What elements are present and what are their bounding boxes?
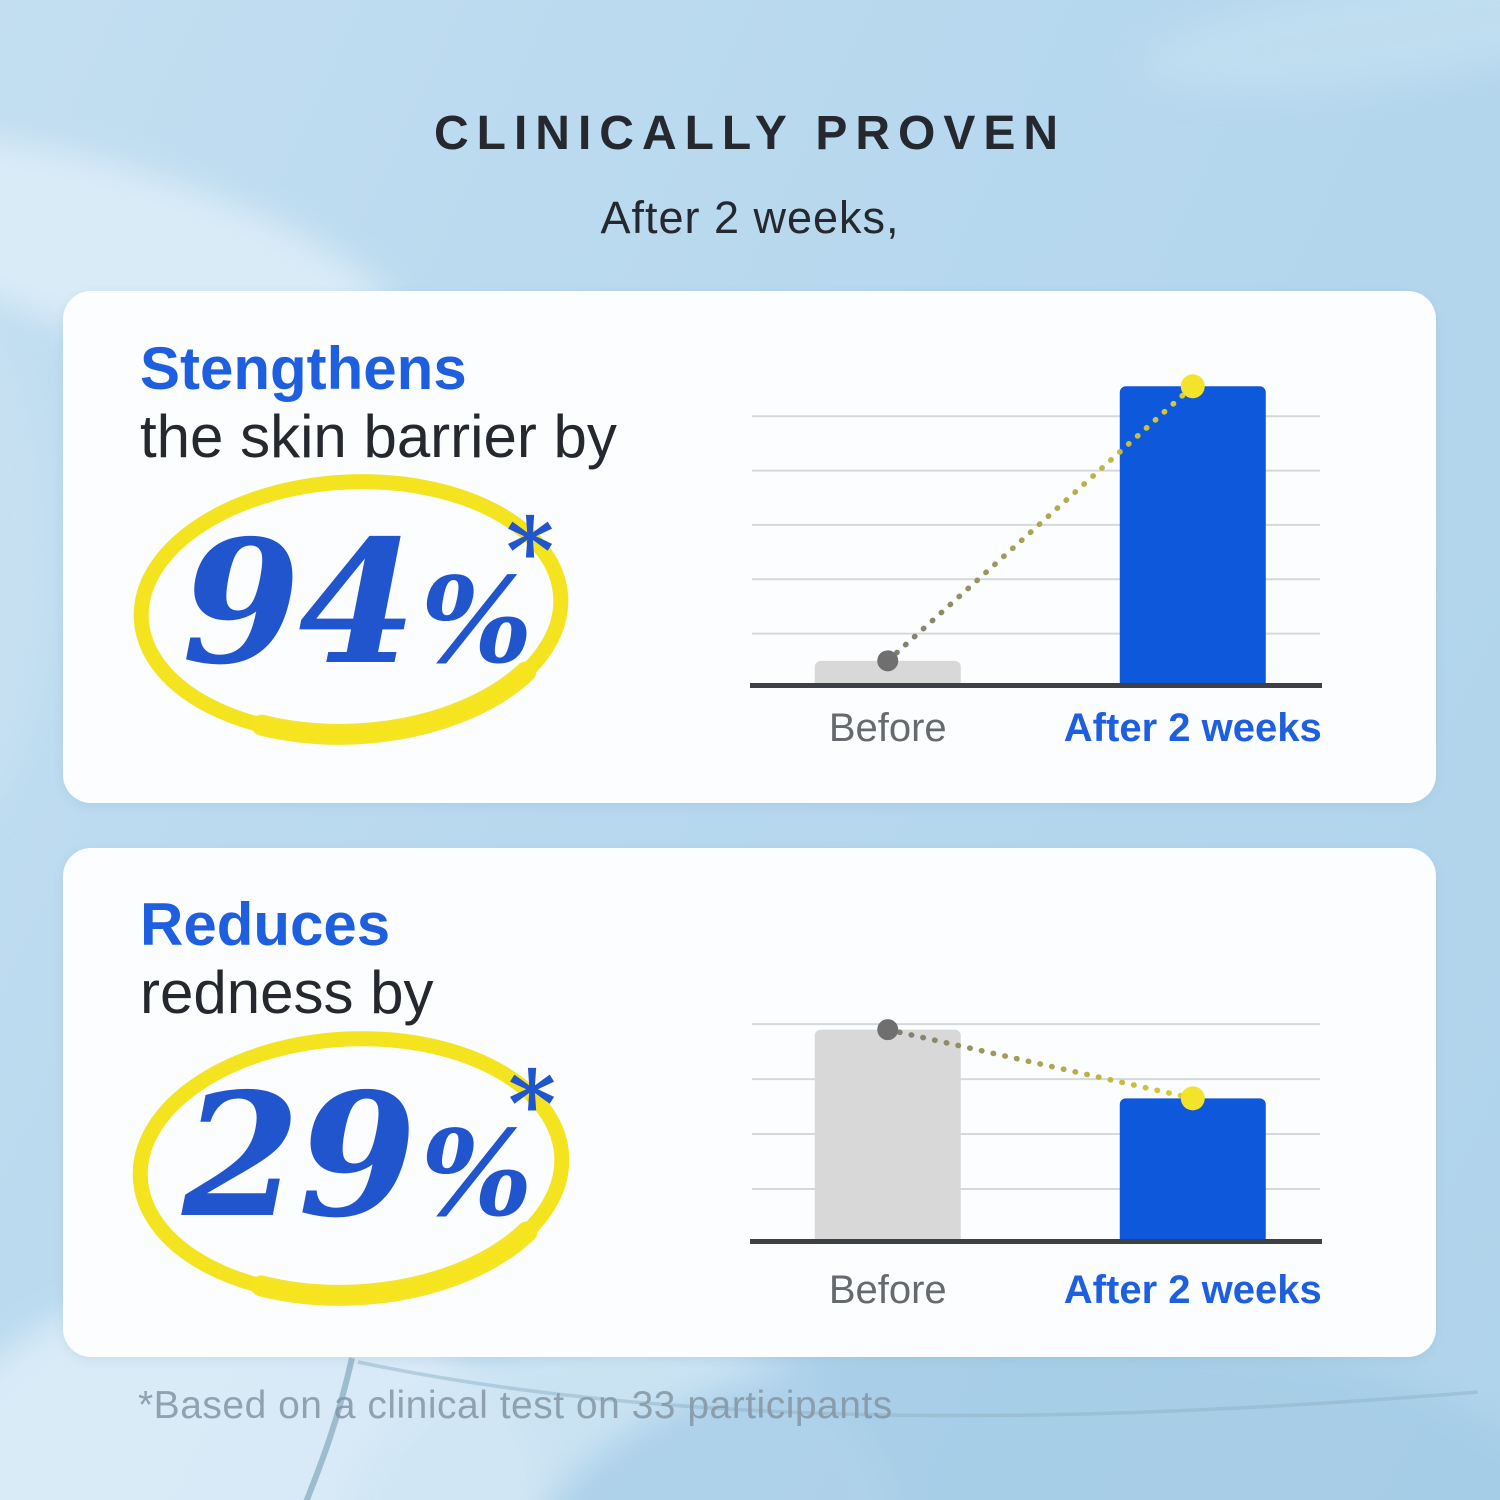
chart-label-before: Before <box>828 706 947 750</box>
data-point-after <box>1180 374 1205 399</box>
bar-after <box>1119 1098 1266 1244</box>
stat-asterisk: * <box>508 1050 557 1158</box>
card2-heading-rest: redness by <box>140 959 434 1026</box>
bar-chart-skin-barrier <box>750 374 1322 688</box>
stat-value-redness: 29% <box>182 1071 533 1241</box>
stat-percent-sign: % <box>420 1104 533 1243</box>
card1-heading-accent: Stengthens <box>140 335 467 402</box>
stat-asterisk: * <box>506 497 555 605</box>
card2-heading-accent: Reduces <box>140 891 391 958</box>
page-subtitle: After 2 weeks, <box>600 192 900 243</box>
chart-label-before: Before <box>828 1268 947 1312</box>
stat-value-skin-barrier: 94% <box>182 518 533 688</box>
card1-heading-rest: the skin barrier by <box>140 403 617 470</box>
page-title: CLINICALLY PROVEN <box>433 107 1067 160</box>
chart-label-after: After 2 weeks <box>1063 1268 1322 1312</box>
bar-chart-redness <box>750 1019 1322 1244</box>
stat-digits: 94 <box>182 503 417 703</box>
bar-before <box>814 1029 961 1244</box>
data-point-before <box>877 1019 899 1041</box>
data-point-before <box>877 650 899 672</box>
bar-after <box>1119 386 1266 688</box>
trend-connector <box>885 383 1196 664</box>
data-point-after <box>1180 1086 1205 1111</box>
highlight-circle <box>130 471 572 745</box>
stat-digits: 29 <box>182 1056 417 1256</box>
footnote: *Based on a clinical test on 33 particip… <box>138 1384 893 1427</box>
stat-percent-sign: % <box>420 551 533 690</box>
chart-label-after: After 2 weeks <box>1063 706 1322 750</box>
trend-connector <box>885 1026 1196 1102</box>
highlight-circle <box>129 1028 573 1306</box>
bar-before <box>814 660 961 688</box>
